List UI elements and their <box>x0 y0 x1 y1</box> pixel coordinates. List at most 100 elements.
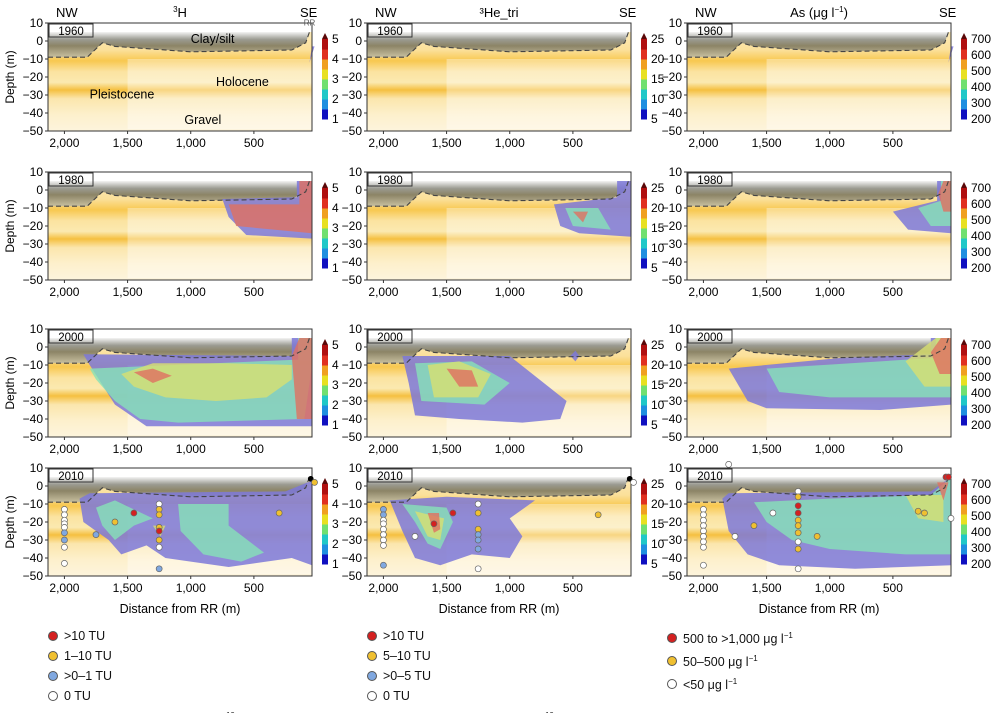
y-tick-label: −40 <box>23 551 44 565</box>
colorbar-segment <box>322 415 328 426</box>
colorbar-tick-label: 5 <box>332 32 339 46</box>
colorbar-segment <box>641 554 647 565</box>
colorbar-segment <box>641 365 647 376</box>
sample-point-y <box>794 529 802 537</box>
colorbar-tick-label: 300 <box>971 245 991 259</box>
x-tick-label: 2,000 <box>688 581 718 595</box>
year-label: 1960 <box>377 26 403 38</box>
colorbar-tick-label: 300 <box>971 541 991 555</box>
x-tick-label: 2,000 <box>688 136 718 150</box>
colorbar-segment <box>961 345 967 356</box>
colorbar-segment <box>322 238 328 249</box>
colorbar-segment <box>322 484 328 495</box>
sample-point-r <box>794 509 802 517</box>
year-label: 2000 <box>697 332 723 344</box>
x-tick-label: 1,500 <box>113 442 143 456</box>
y-tick-label: 10 <box>349 16 363 30</box>
colorbar-segment <box>641 395 647 406</box>
colorbar-segment <box>322 208 328 219</box>
colorbar-extend-arrow <box>641 33 647 39</box>
colorbar-tick-label: 3 <box>332 72 339 86</box>
y-tick-label: 10 <box>669 461 683 475</box>
legend-helium: >10 TU 5–10 TU >0–5 TU 0 TU Age estimate fro… <box>367 626 554 713</box>
y-tick-label: 0 <box>36 34 43 48</box>
plume-contour <box>753 477 951 555</box>
x-tick-label: 500 <box>563 136 583 150</box>
colorbar-segment <box>641 59 647 70</box>
colorbar-tick-label: 15 <box>651 517 665 531</box>
colorbar-segment <box>322 345 328 356</box>
colorbar-segment <box>961 79 967 90</box>
colorbar-tick-label: 200 <box>971 418 991 432</box>
year-label: 2000 <box>377 332 403 344</box>
y-tick-label: −50 <box>23 569 44 583</box>
x-tick-label: 500 <box>244 136 264 150</box>
colorbar-tick-label: 200 <box>971 112 991 126</box>
y-tick-label: −10 <box>342 497 363 511</box>
colorbar-tick-label: 10 <box>651 537 665 551</box>
x-tick-label: 500 <box>244 442 264 456</box>
panel-1980-col1: 1980 10 0 −10 −20 −30 −40 −50 2,000 1,500 1,000 500… <box>342 165 665 299</box>
colorbar-tick-label: 500 <box>971 509 991 523</box>
colorbar-segment <box>322 188 328 199</box>
y-tick-label: −20 <box>662 376 683 390</box>
clay-boundary-line <box>687 337 949 364</box>
panel-2000-col2: 2000 10 0 −10 −20 −30 −40 −50 2,000 1,500 1,000 500… <box>662 322 992 456</box>
colorbar-segment <box>322 109 328 120</box>
legend-marker <box>667 678 677 689</box>
sample-point-y <box>794 545 802 553</box>
year-label: 2010 <box>697 471 723 483</box>
colorbar-segment <box>322 494 328 505</box>
colorbar: 5 10 15 20 25 <box>641 32 665 126</box>
colorbar: 200 300 400 500 600 700 <box>961 477 991 571</box>
x-tick-label: 1,500 <box>752 442 782 456</box>
y-tick-label: −40 <box>342 106 363 120</box>
colorbar-segment <box>961 385 967 396</box>
colorbar-segment <box>322 554 328 565</box>
colorbar-segment <box>961 39 967 50</box>
sample-point-w <box>794 538 802 546</box>
plume-contour <box>937 482 949 501</box>
y-tick-label: −20 <box>23 219 44 233</box>
x-tick-label: 1,500 <box>113 285 143 299</box>
sample-point-y <box>474 509 482 517</box>
colorbar: 5 10 15 20 25 <box>641 181 665 275</box>
sample-point-b <box>380 561 387 569</box>
legend-item: Age estimate from Stahl et al.10 <box>48 706 235 713</box>
y-tick-label: −20 <box>342 515 363 529</box>
colorbar-segment <box>322 258 328 269</box>
colorbar-extend-arrow <box>961 478 967 484</box>
colorbar: 1 2 3 4 5 <box>322 181 339 275</box>
sample-point-w <box>155 543 163 551</box>
colorbar-extend-arrow <box>322 339 328 345</box>
sample-point-w <box>474 500 482 508</box>
x-tick-label: 500 <box>883 442 903 456</box>
se-label: SE <box>939 5 957 20</box>
colorbar-segment <box>961 238 967 249</box>
colorbar-segment <box>322 69 328 80</box>
x-tick-label: 1,000 <box>815 285 845 299</box>
y-tick-label: 0 <box>36 340 43 354</box>
x-tick-label: 1,500 <box>752 285 782 299</box>
colorbar-tick-label: 4 <box>332 52 339 66</box>
clay-boundary-line <box>48 180 310 207</box>
y-tick-label: −20 <box>662 70 683 84</box>
colorbar-tick-label: 1 <box>332 112 339 126</box>
colorbar-tick-label: 5 <box>332 181 339 195</box>
colorbar-segment <box>641 494 647 505</box>
x-tick-label: 1,500 <box>432 136 462 150</box>
nw-label: NW <box>56 5 78 20</box>
river-label: RR <box>304 19 316 28</box>
sample-point-w <box>700 543 707 551</box>
legend-marker <box>48 631 58 641</box>
colorbar-tick-label: 700 <box>971 32 991 46</box>
colorbar-tick-label: 4 <box>332 201 339 215</box>
panel-1960-col1: 1960 10 0 −10 −20 −30 −40 −50 2,000 1,500 1,000 500… <box>342 16 665 150</box>
colorbar-tick-label: 1 <box>332 418 339 432</box>
colorbar-segment <box>322 375 328 386</box>
colorbar-tick-label: 25 <box>651 338 665 352</box>
colorbar-tick-label: 4 <box>332 358 339 372</box>
colorbar-tick-label: 10 <box>651 398 665 412</box>
sample-point-w <box>474 565 482 573</box>
colorbar-segment <box>322 218 328 229</box>
